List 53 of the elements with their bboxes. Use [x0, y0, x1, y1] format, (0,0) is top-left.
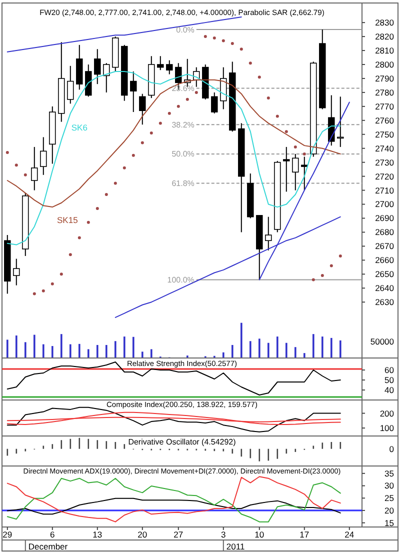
- y-tick-label: 100: [380, 423, 394, 434]
- y-tick-label: 2710: [375, 185, 394, 196]
- y-tick-label: 2670: [375, 241, 394, 252]
- y-tick-label: 2790: [375, 73, 394, 84]
- annotation: 0.0%: [176, 25, 194, 34]
- text: December: [28, 541, 68, 552]
- y-tick-label: 2690: [375, 213, 394, 224]
- y-tick-label: 2740: [375, 143, 394, 154]
- series-label: SK15: [57, 214, 78, 225]
- x-tick-label: 17: [300, 529, 310, 540]
- annotation: 61.8%: [172, 179, 194, 188]
- y-tick-label: 2650: [375, 269, 394, 280]
- y-tick-label: 2770: [375, 101, 394, 112]
- y-tick-label: 2810: [375, 45, 394, 56]
- y-tick-label: 2720: [375, 171, 394, 182]
- y-tick-label: 60: [384, 364, 394, 375]
- text: 0: [389, 444, 394, 454]
- series-label: SK6: [71, 122, 88, 133]
- y-tick-label: 2760: [375, 115, 394, 126]
- y-tick-label: 2660: [375, 255, 394, 266]
- y-tick-label: 2640: [375, 283, 394, 294]
- annotation: 50.0%: [172, 150, 194, 159]
- y-tick-label: 2680: [375, 227, 394, 238]
- y-tick-label: 2700: [375, 199, 394, 210]
- annotation: 38.2%: [172, 120, 194, 130]
- x-tick-label: 20: [138, 529, 148, 540]
- y-tick-label: 2800: [375, 59, 394, 70]
- y-tick-label: 2780: [375, 87, 394, 98]
- y-tick-label: 2750: [375, 129, 394, 140]
- y-tick-label: 30: [384, 480, 394, 491]
- y-tick-label: 2830: [375, 18, 394, 28]
- x-tick-label: 13: [92, 529, 102, 540]
- x-tick-label: 29: [2, 529, 12, 540]
- y-tick-label: 40: [384, 384, 394, 395]
- chart-title: Derivative Oscillator (4.54292): [128, 437, 236, 446]
- annotation: 100.0%: [167, 276, 194, 285]
- x-tick-label: 6: [50, 529, 56, 540]
- text: 50000: [370, 336, 394, 347]
- x-tick-label: 10: [254, 529, 264, 540]
- x-tick-label: 27: [174, 529, 184, 540]
- x-tick-label: 3: [221, 529, 226, 540]
- y-tick-label: 25: [384, 493, 394, 504]
- x-tick-label: 24: [344, 529, 354, 540]
- y-tick-label: 2730: [375, 157, 394, 168]
- y-tick-label: 200: [380, 408, 394, 418]
- y-tick-label: 20: [384, 505, 394, 516]
- y-tick-label: 15: [384, 518, 394, 528]
- y-tick-label: 2630: [375, 297, 394, 308]
- annotation: 23.6%: [172, 84, 194, 94]
- y-tick-label: 50: [384, 374, 394, 385]
- y-tick-label: 2820: [375, 32, 394, 42]
- text: 2011: [226, 541, 245, 552]
- y-tick-label: 35: [384, 468, 394, 478]
